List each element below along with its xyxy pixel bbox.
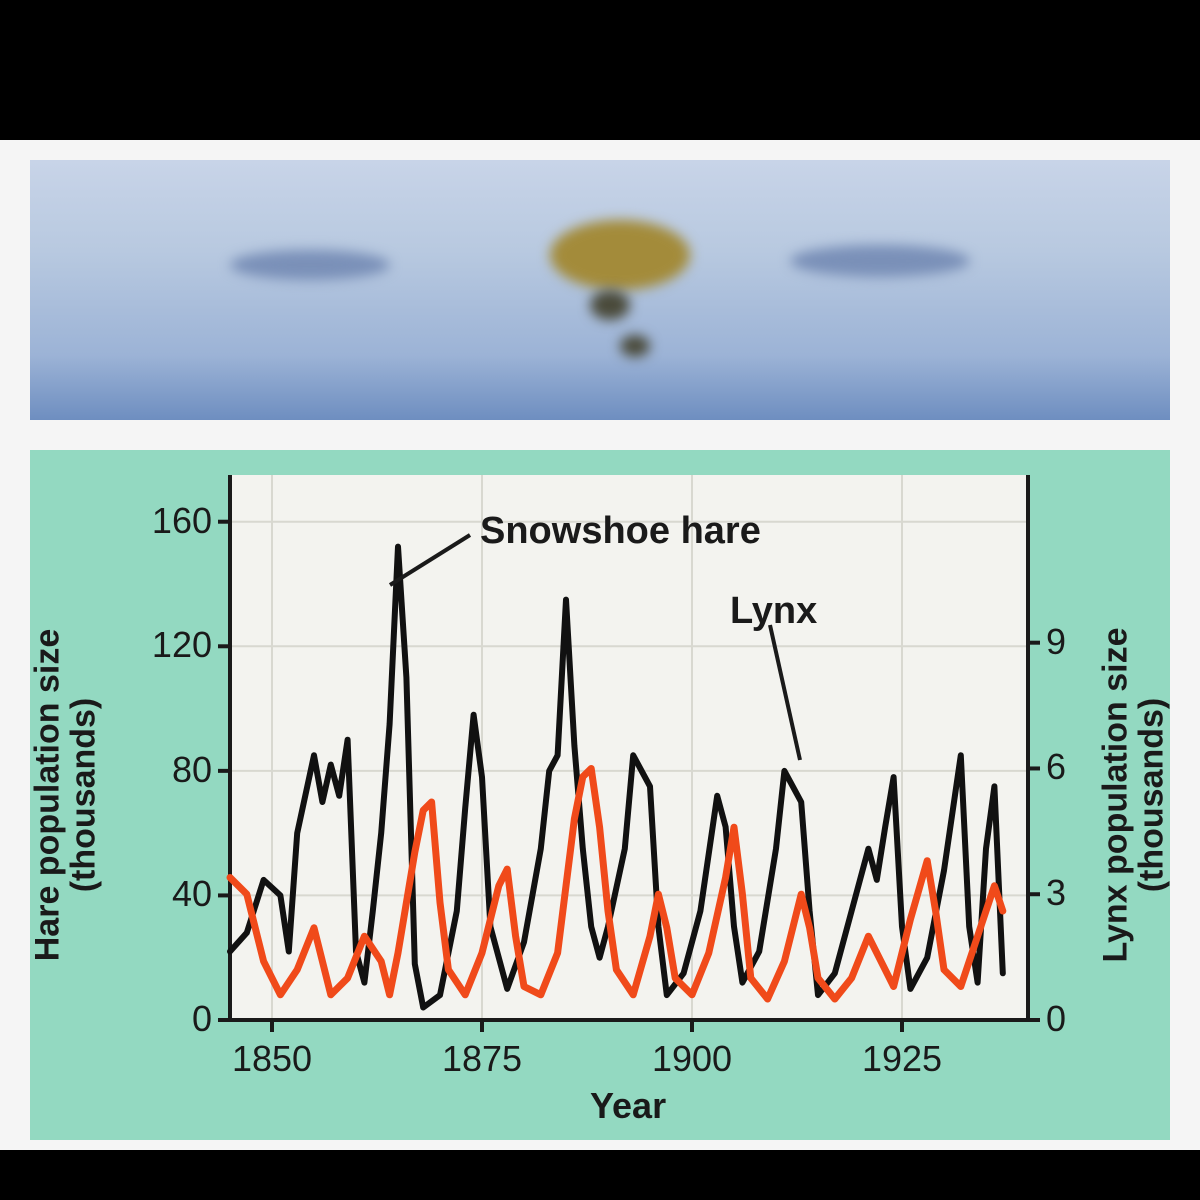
y-left-tick: 0	[192, 998, 212, 1040]
x-tick: 1850	[232, 1038, 312, 1080]
photo-blob	[230, 250, 390, 280]
y-right-tick: 0	[1046, 998, 1066, 1040]
photo-blob	[790, 245, 970, 277]
page-card: Hare population size (thousands) Lynx po…	[0, 140, 1200, 1150]
y-right-tick: 6	[1046, 746, 1066, 788]
x-tick: 1925	[862, 1038, 942, 1080]
population-chart: Hare population size (thousands) Lynx po…	[30, 450, 1170, 1140]
y-left-tick: 160	[152, 500, 212, 542]
y-left-tick: 120	[152, 624, 212, 666]
photo-blob	[550, 220, 690, 290]
x-tick: 1875	[442, 1038, 522, 1080]
y-right-tick: 3	[1046, 872, 1066, 914]
y-left-tick: 80	[172, 749, 212, 791]
y-left-tick: 40	[172, 873, 212, 915]
x-axis-label: Year	[590, 1085, 666, 1127]
series-label-lynx: Lynx	[730, 590, 817, 633]
series-label-hare: Snowshoe hare	[480, 510, 761, 553]
y-right-tick: 9	[1046, 621, 1066, 663]
photo-blob	[620, 335, 650, 357]
photo-blob	[590, 290, 630, 320]
photo-band	[30, 160, 1170, 420]
x-tick: 1900	[652, 1038, 732, 1080]
